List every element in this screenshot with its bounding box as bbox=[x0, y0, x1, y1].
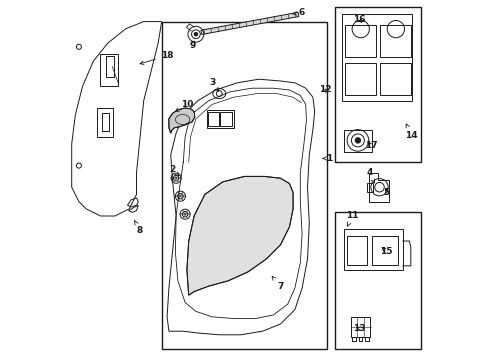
Bar bbox=[365, 337, 368, 341]
Text: 3: 3 bbox=[208, 78, 218, 91]
Polygon shape bbox=[186, 176, 292, 295]
Bar bbox=[345, 24, 375, 57]
Text: 9: 9 bbox=[189, 40, 195, 49]
Bar bbox=[334, 212, 420, 349]
Bar bbox=[206, 110, 233, 128]
Bar bbox=[106, 56, 114, 77]
Text: 2: 2 bbox=[169, 165, 179, 176]
Bar bbox=[351, 337, 355, 341]
Text: 11: 11 bbox=[346, 211, 358, 226]
Bar bbox=[345, 63, 375, 95]
Circle shape bbox=[194, 32, 197, 36]
Bar bbox=[343, 130, 371, 152]
Polygon shape bbox=[168, 108, 194, 133]
Text: 1: 1 bbox=[322, 154, 331, 163]
Bar bbox=[97, 108, 113, 137]
Text: 15: 15 bbox=[380, 247, 392, 256]
Text: 13: 13 bbox=[353, 324, 365, 333]
Bar bbox=[350, 317, 370, 337]
Bar bbox=[102, 113, 108, 131]
Text: 16: 16 bbox=[353, 15, 365, 24]
Text: 4: 4 bbox=[366, 168, 374, 183]
Text: 18: 18 bbox=[140, 51, 173, 64]
Text: 5: 5 bbox=[383, 188, 389, 197]
Text: 14: 14 bbox=[404, 124, 417, 139]
Bar bbox=[380, 24, 410, 57]
Text: 7: 7 bbox=[271, 276, 283, 291]
Polygon shape bbox=[201, 12, 298, 35]
Bar bbox=[208, 112, 218, 126]
Text: 6: 6 bbox=[292, 8, 305, 17]
Text: 10: 10 bbox=[175, 100, 193, 112]
Bar bbox=[334, 7, 420, 162]
Bar bbox=[346, 235, 366, 265]
Circle shape bbox=[354, 138, 360, 143]
Text: 12: 12 bbox=[319, 85, 331, 94]
Bar bbox=[101, 54, 118, 86]
Bar bbox=[371, 235, 397, 265]
Bar bbox=[358, 337, 362, 341]
Bar bbox=[220, 112, 232, 126]
Text: 17: 17 bbox=[364, 141, 377, 150]
Bar bbox=[162, 22, 326, 349]
Bar bbox=[341, 14, 411, 101]
Text: 8: 8 bbox=[134, 221, 143, 235]
Bar bbox=[366, 183, 372, 192]
Bar bbox=[380, 63, 410, 95]
Bar bbox=[343, 229, 402, 270]
